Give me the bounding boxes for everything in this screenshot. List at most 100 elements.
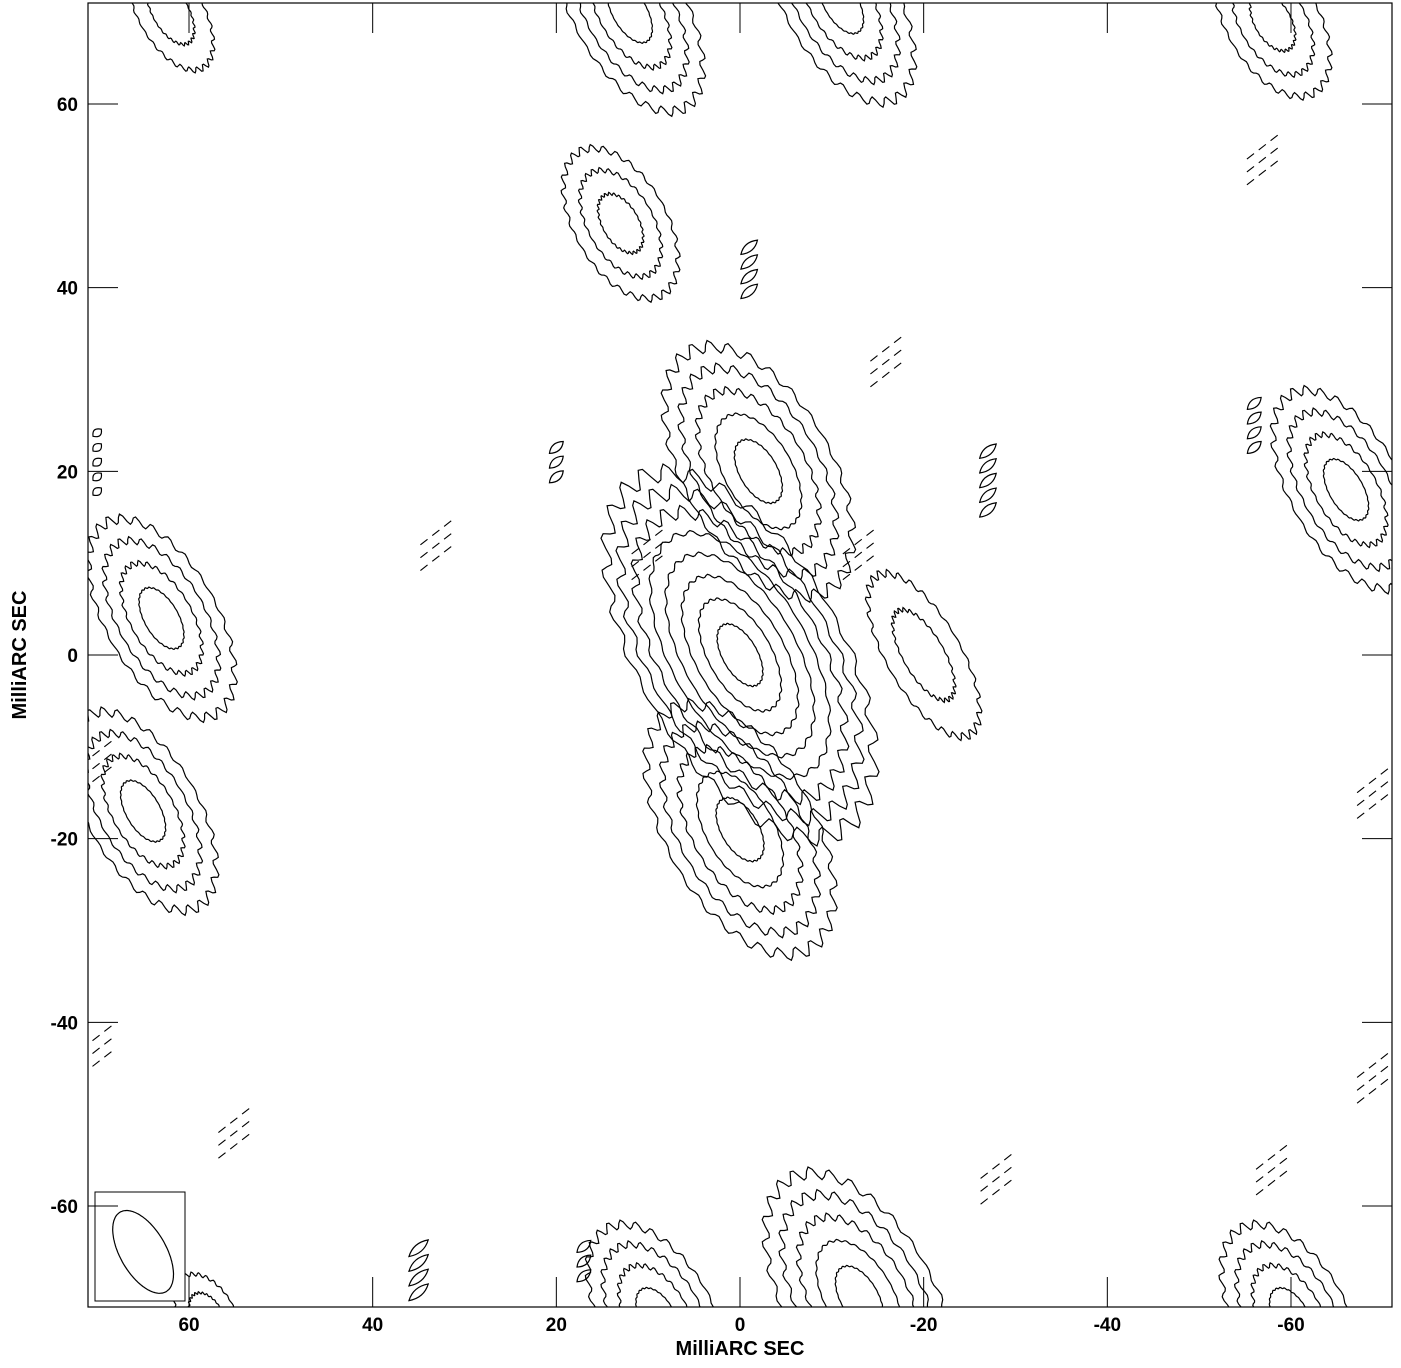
y-tick-label: 60 [57, 95, 78, 116]
contour-stripe [92, 442, 103, 452]
contour-level [733, 438, 784, 505]
negative-contour-segment [88, 739, 115, 761]
contour-level [791, 3, 902, 86]
contour-level [630, 504, 850, 806]
contour-level [615, 483, 865, 827]
axis-ticks: 60 40 20 0 -20 -40 -60 60 40 20 0 -20 -40 -60 [51, 3, 1392, 1336]
contour-level [642, 697, 838, 962]
negative-contour-segment [631, 527, 666, 555]
contour-level [1269, 384, 1392, 595]
contour-level [664, 551, 816, 759]
contour-level [187, 1290, 221, 1307]
contour-stripe [92, 428, 103, 438]
y-tick-label: 0 [67, 646, 78, 667]
contour-stripe [1246, 426, 1262, 440]
negative-contour-segment [88, 1036, 115, 1058]
contour-stripe [576, 1239, 592, 1253]
contour-level [1231, 3, 1316, 79]
negative-contour-segment [218, 1132, 252, 1159]
contour-level [584, 1219, 715, 1307]
contour-component [88, 706, 220, 917]
beam-box [94, 1191, 186, 1302]
contour-level [821, 3, 865, 35]
negative-contour-segment [1246, 158, 1281, 186]
contour-component [761, 1166, 944, 1307]
contour-level [1233, 1240, 1335, 1307]
negative-contour-segment [842, 540, 877, 568]
x-tick-label: 40 [362, 1315, 383, 1336]
contour-stripe [1246, 396, 1262, 410]
contour-stripe [740, 268, 759, 285]
contour-component [777, 3, 918, 109]
x-axis-label: MilliARC SEC [676, 1338, 805, 1360]
contour-component [660, 339, 857, 604]
contour-level [1218, 1219, 1348, 1307]
y-tick-label: -60 [51, 1197, 78, 1218]
contour-level [600, 1240, 701, 1307]
contour-level [88, 513, 238, 724]
contour-level [777, 3, 918, 109]
contour-stripe [740, 254, 759, 270]
negative-contour-segment [1356, 1064, 1391, 1091]
contour-level [715, 796, 765, 863]
y-axis-label: MilliARC SEC [9, 591, 31, 720]
contour-level [648, 529, 832, 781]
y-tick-label: 20 [57, 462, 78, 483]
contour-stripe [740, 283, 759, 300]
contour-level [714, 412, 803, 531]
contour-stripe [548, 440, 564, 455]
x-tick-label: 0 [735, 1315, 746, 1336]
plot-frame [87, 2, 1393, 1308]
negative-contour-segment [1356, 766, 1391, 794]
contour-level [1215, 3, 1333, 101]
x-tick-label: -20 [910, 1315, 937, 1336]
contour-stripe [1246, 440, 1262, 455]
contour-level [577, 166, 664, 281]
contour-stripe-group [978, 443, 997, 518]
contour-component [131, 3, 216, 74]
contour-level [172, 1271, 235, 1307]
contour-level [607, 3, 654, 44]
contour-stripe [92, 487, 103, 497]
contour-component [172, 1271, 235, 1307]
contour-component [565, 3, 707, 118]
contour-level [131, 3, 216, 74]
y-tick-label: -20 [51, 830, 78, 851]
contour-level [834, 1264, 884, 1307]
contour-level [138, 586, 185, 651]
negative-contour-segment [980, 1165, 1014, 1192]
contour-layer [88, 3, 1392, 1307]
contour-stripe [576, 1254, 592, 1268]
negative-contour-segment [420, 531, 454, 559]
contour-level [761, 1166, 944, 1307]
y-tick-label: 40 [57, 279, 78, 300]
contour-level [565, 3, 707, 118]
contour-component [88, 513, 238, 724]
x-tick-label: 60 [178, 1315, 199, 1336]
contour-level [591, 3, 673, 71]
contour-stripe-group [548, 440, 564, 484]
contour-level [616, 1262, 688, 1307]
negative-contour-segment [420, 544, 454, 571]
contour-level [716, 622, 764, 688]
contour-level [697, 597, 783, 713]
contour-level [815, 1238, 901, 1307]
beam-inset [94, 1191, 186, 1302]
negative-contour-segment [870, 360, 904, 388]
negative-contour [1255, 1143, 1290, 1196]
contour-level [864, 568, 983, 742]
contour-level [795, 1212, 915, 1307]
contour-level [146, 3, 196, 47]
negative-contour-segment [631, 540, 666, 568]
contour-level [676, 743, 804, 916]
contour-level [1248, 3, 1297, 54]
negative-contour-segment [1255, 1143, 1290, 1170]
contour-level [579, 3, 690, 95]
negative-contour [88, 1023, 115, 1071]
negative-contour-segment [1246, 132, 1281, 160]
contour-stripe-group [92, 428, 103, 497]
contour-level [596, 191, 645, 256]
x-tick-label: -40 [1094, 1315, 1121, 1336]
contour-level [1322, 457, 1370, 522]
